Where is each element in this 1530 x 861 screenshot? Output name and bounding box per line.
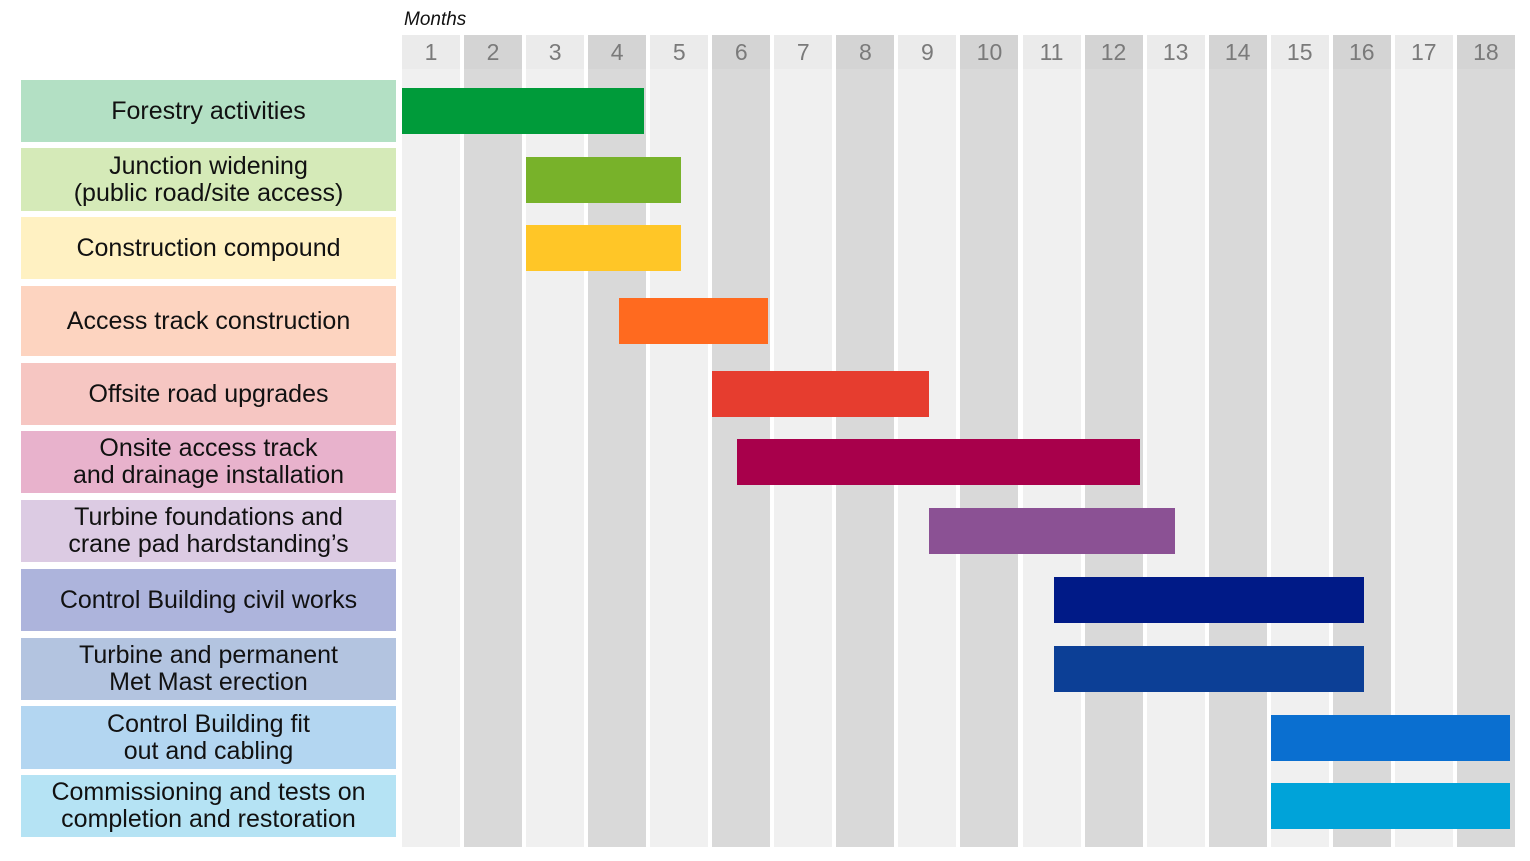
month-tick-label: 11 bbox=[1022, 35, 1081, 69]
task-label: Control Building fit out and cabling bbox=[21, 706, 396, 769]
month-tick-label: 12 bbox=[1084, 35, 1143, 69]
month-tick-label: 8 bbox=[836, 35, 895, 69]
task-label: Offsite road upgrades bbox=[21, 363, 396, 425]
task-label: Construction compound bbox=[21, 217, 396, 279]
month-column bbox=[464, 35, 523, 847]
month-tick-label: 13 bbox=[1146, 35, 1205, 69]
month-tick-label: 4 bbox=[588, 35, 647, 69]
task-bar bbox=[1053, 646, 1364, 692]
task-bar bbox=[1270, 714, 1510, 761]
task-label: Control Building civil works bbox=[21, 569, 396, 631]
month-tick-label: 1 bbox=[402, 35, 461, 69]
month-tick-label: 16 bbox=[1332, 35, 1391, 69]
month-tick-label: 7 bbox=[774, 35, 833, 69]
month-tick-label: 5 bbox=[650, 35, 709, 69]
month-tick-label: 17 bbox=[1394, 35, 1453, 69]
month-tick-label: 2 bbox=[464, 35, 523, 69]
month-tick-label: 14 bbox=[1208, 35, 1267, 69]
task-label: Forestry activities bbox=[21, 80, 396, 142]
month-tick-label: 15 bbox=[1270, 35, 1329, 69]
task-bar bbox=[712, 371, 930, 417]
task-label: Junction widening (public road/site acce… bbox=[21, 148, 396, 211]
x-axis-title: Months bbox=[404, 9, 467, 30]
month-column bbox=[1332, 35, 1391, 847]
month-column bbox=[1394, 35, 1453, 847]
task-label: Access track construction bbox=[21, 286, 396, 356]
task-label: Commissioning and tests on completion an… bbox=[21, 775, 396, 837]
task-bar bbox=[1270, 783, 1510, 829]
task-bar bbox=[619, 298, 769, 344]
month-tick-label: 3 bbox=[526, 35, 585, 69]
month-tick-label: 10 bbox=[960, 35, 1019, 69]
month-tick-label: 6 bbox=[712, 35, 771, 69]
task-label: Onsite access track and drainage install… bbox=[21, 431, 396, 493]
month-tick-label: 18 bbox=[1456, 35, 1515, 69]
task-bar bbox=[1053, 577, 1364, 623]
month-tick-label: 9 bbox=[898, 35, 957, 69]
task-label: Turbine and permanent Met Mast erection bbox=[21, 638, 396, 700]
task-bar bbox=[402, 88, 644, 134]
task-bar bbox=[526, 156, 682, 203]
month-column bbox=[402, 35, 461, 847]
task-bar bbox=[526, 225, 682, 271]
task-bar bbox=[929, 508, 1175, 554]
task-label: Turbine foundations and crane pad hardst… bbox=[21, 500, 396, 562]
month-column bbox=[1270, 35, 1329, 847]
month-column bbox=[1146, 35, 1205, 847]
month-column bbox=[1456, 35, 1515, 847]
task-bar bbox=[737, 439, 1141, 485]
month-column bbox=[1208, 35, 1267, 847]
